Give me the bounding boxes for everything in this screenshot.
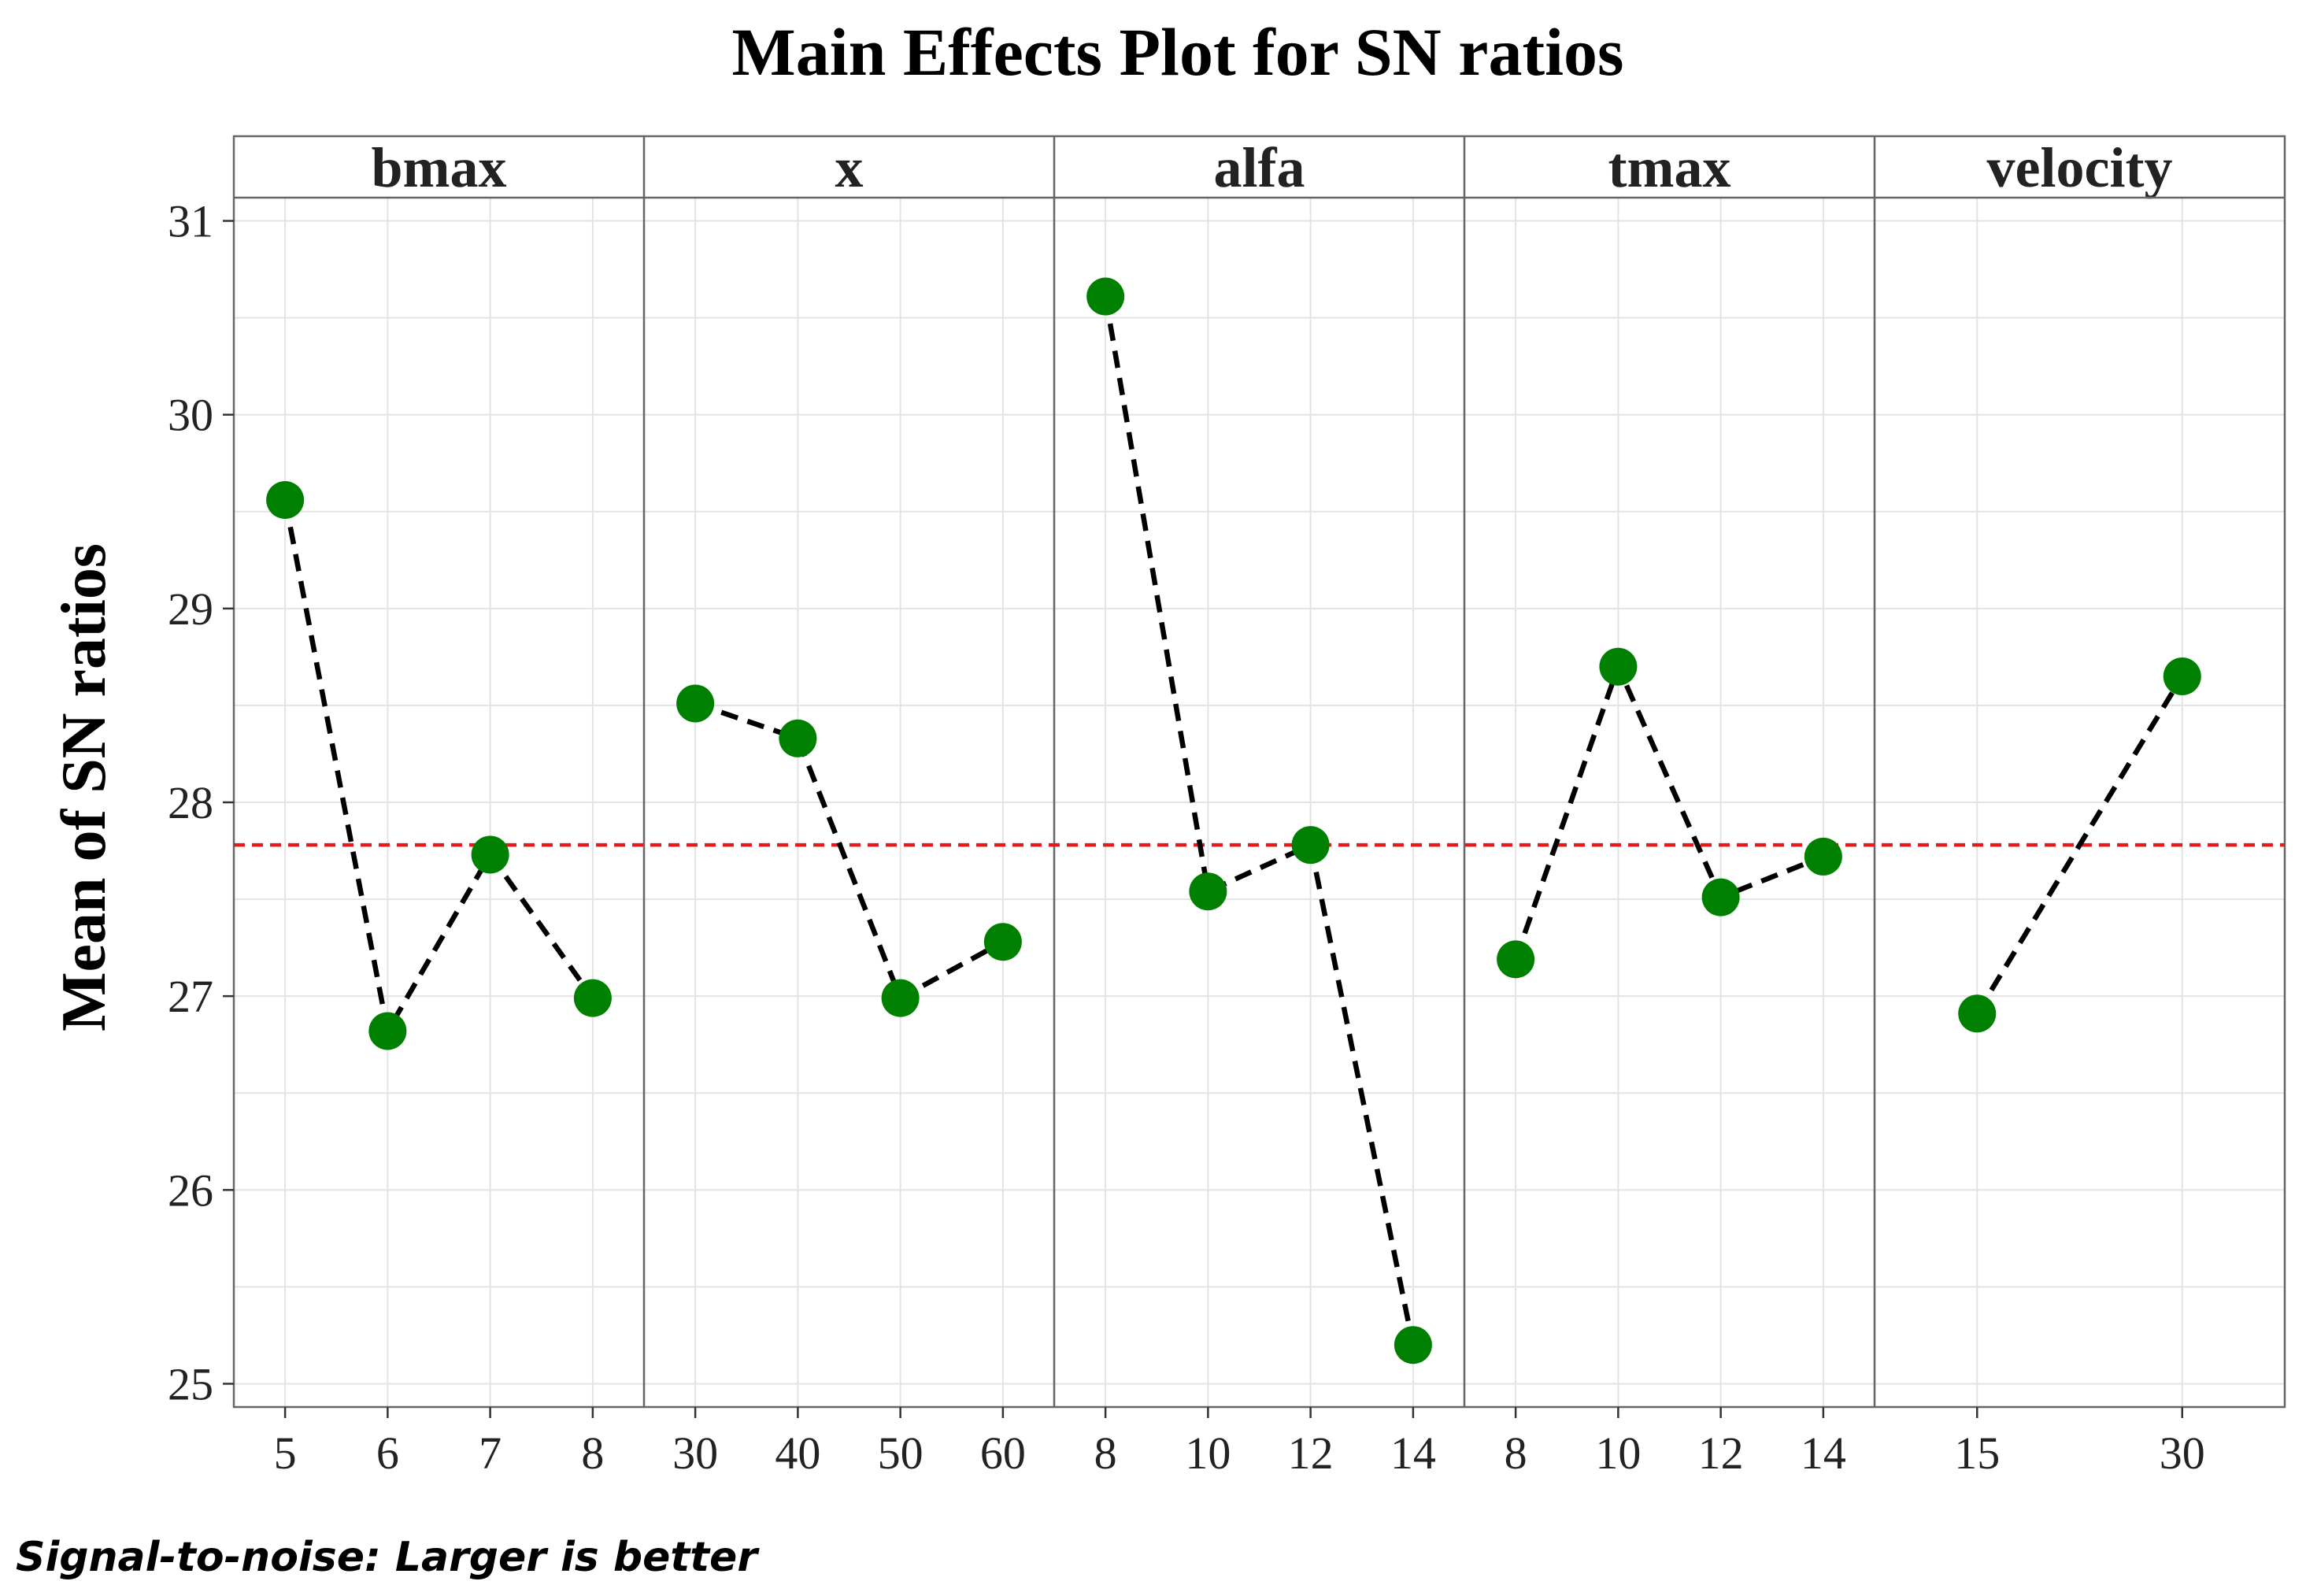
data-point-tmax-12 [1701, 878, 1740, 916]
data-point-bmax-7 [471, 835, 509, 874]
x-tick-label: 30 [672, 1428, 718, 1479]
x-tick-label: 60 [980, 1428, 1026, 1479]
data-point-tmax-10 [1599, 647, 1638, 686]
panel-strip-label: bmax [371, 136, 506, 199]
y-axis-label: Mean of SN ratios [50, 543, 119, 1031]
y-tick-label: 31 [168, 196, 213, 247]
x-tick-label: 6 [376, 1428, 399, 1479]
data-point-velocity-30 [2163, 657, 2201, 695]
x-tick-label: 15 [1954, 1428, 2000, 1479]
data-point-bmax-6 [368, 1012, 407, 1050]
data-point-x-60 [983, 923, 1022, 961]
data-point-alfa-8 [1086, 277, 1125, 316]
x-tick-label: 50 [878, 1428, 924, 1479]
x-tick-label: 14 [1801, 1428, 1846, 1479]
y-tick-label: 25 [168, 1358, 213, 1409]
y-tick-label: 30 [168, 390, 213, 441]
panel-strip-label: x [835, 136, 864, 199]
data-point-alfa-12 [1291, 826, 1330, 865]
y-tick-label: 26 [168, 1165, 213, 1216]
series-line-tmax [1513, 664, 1825, 961]
x-tick-label: 7 [479, 1428, 502, 1479]
x-tick-label: 8 [1505, 1428, 1527, 1479]
data-point-alfa-10 [1189, 872, 1227, 911]
data-point-tmax-14 [1804, 837, 1842, 876]
panel-strip [1054, 136, 1464, 198]
x-tick-label: 10 [1595, 1428, 1641, 1479]
series-line-bmax [282, 499, 595, 1034]
series-line-velocity [1975, 675, 2185, 1015]
panel-strip [1875, 136, 2285, 198]
x-tick-label: 12 [1288, 1428, 1334, 1479]
panel-strip [1464, 136, 1875, 198]
x-tick-label: 40 [775, 1428, 820, 1479]
plot-frame [232, 135, 2286, 1409]
data-point-velocity-15 [1958, 994, 1997, 1033]
series-line-x [694, 701, 1005, 1001]
panel-strip [644, 136, 1054, 198]
data-point-tmax-8 [1497, 940, 1535, 979]
y-tick-label: 29 [168, 583, 213, 635]
x-tick-label: 8 [1094, 1428, 1117, 1479]
panel-strip-label: alfa [1214, 136, 1305, 199]
x-tick-label: 10 [1185, 1428, 1231, 1479]
plot-layer: bmax x alfa tmax velocity 25 26 27 28 29 30 31 5 6 7 8 3… [168, 135, 2286, 1479]
y-tick-label: 28 [168, 777, 213, 828]
data-point-bmax-8 [573, 979, 612, 1017]
x-tick-label: 5 [274, 1428, 297, 1479]
panel-strip [234, 136, 644, 198]
data-point-x-40 [779, 719, 817, 757]
x-tick-label: 14 [1390, 1428, 1436, 1479]
data-point-x-30 [676, 684, 715, 723]
data-point-bmax-5 [266, 481, 305, 519]
panel-strip-label: velocity [1987, 136, 2173, 199]
panel-strip-label: tmax [1608, 136, 1731, 199]
data-point-alfa-14 [1394, 1326, 1432, 1365]
chart-title: Main Effects Plot for SN ratios [732, 14, 1624, 90]
footnote: Signal-to-noise: Larger is better [16, 1534, 760, 1581]
x-tick-label: 30 [2160, 1428, 2205, 1479]
x-tick-label: 8 [581, 1428, 604, 1479]
y-tick-label: 27 [168, 971, 213, 1022]
x-tick-label: 12 [1698, 1428, 1744, 1479]
series-line-alfa [1102, 295, 1416, 1346]
data-point-x-50 [881, 979, 920, 1017]
